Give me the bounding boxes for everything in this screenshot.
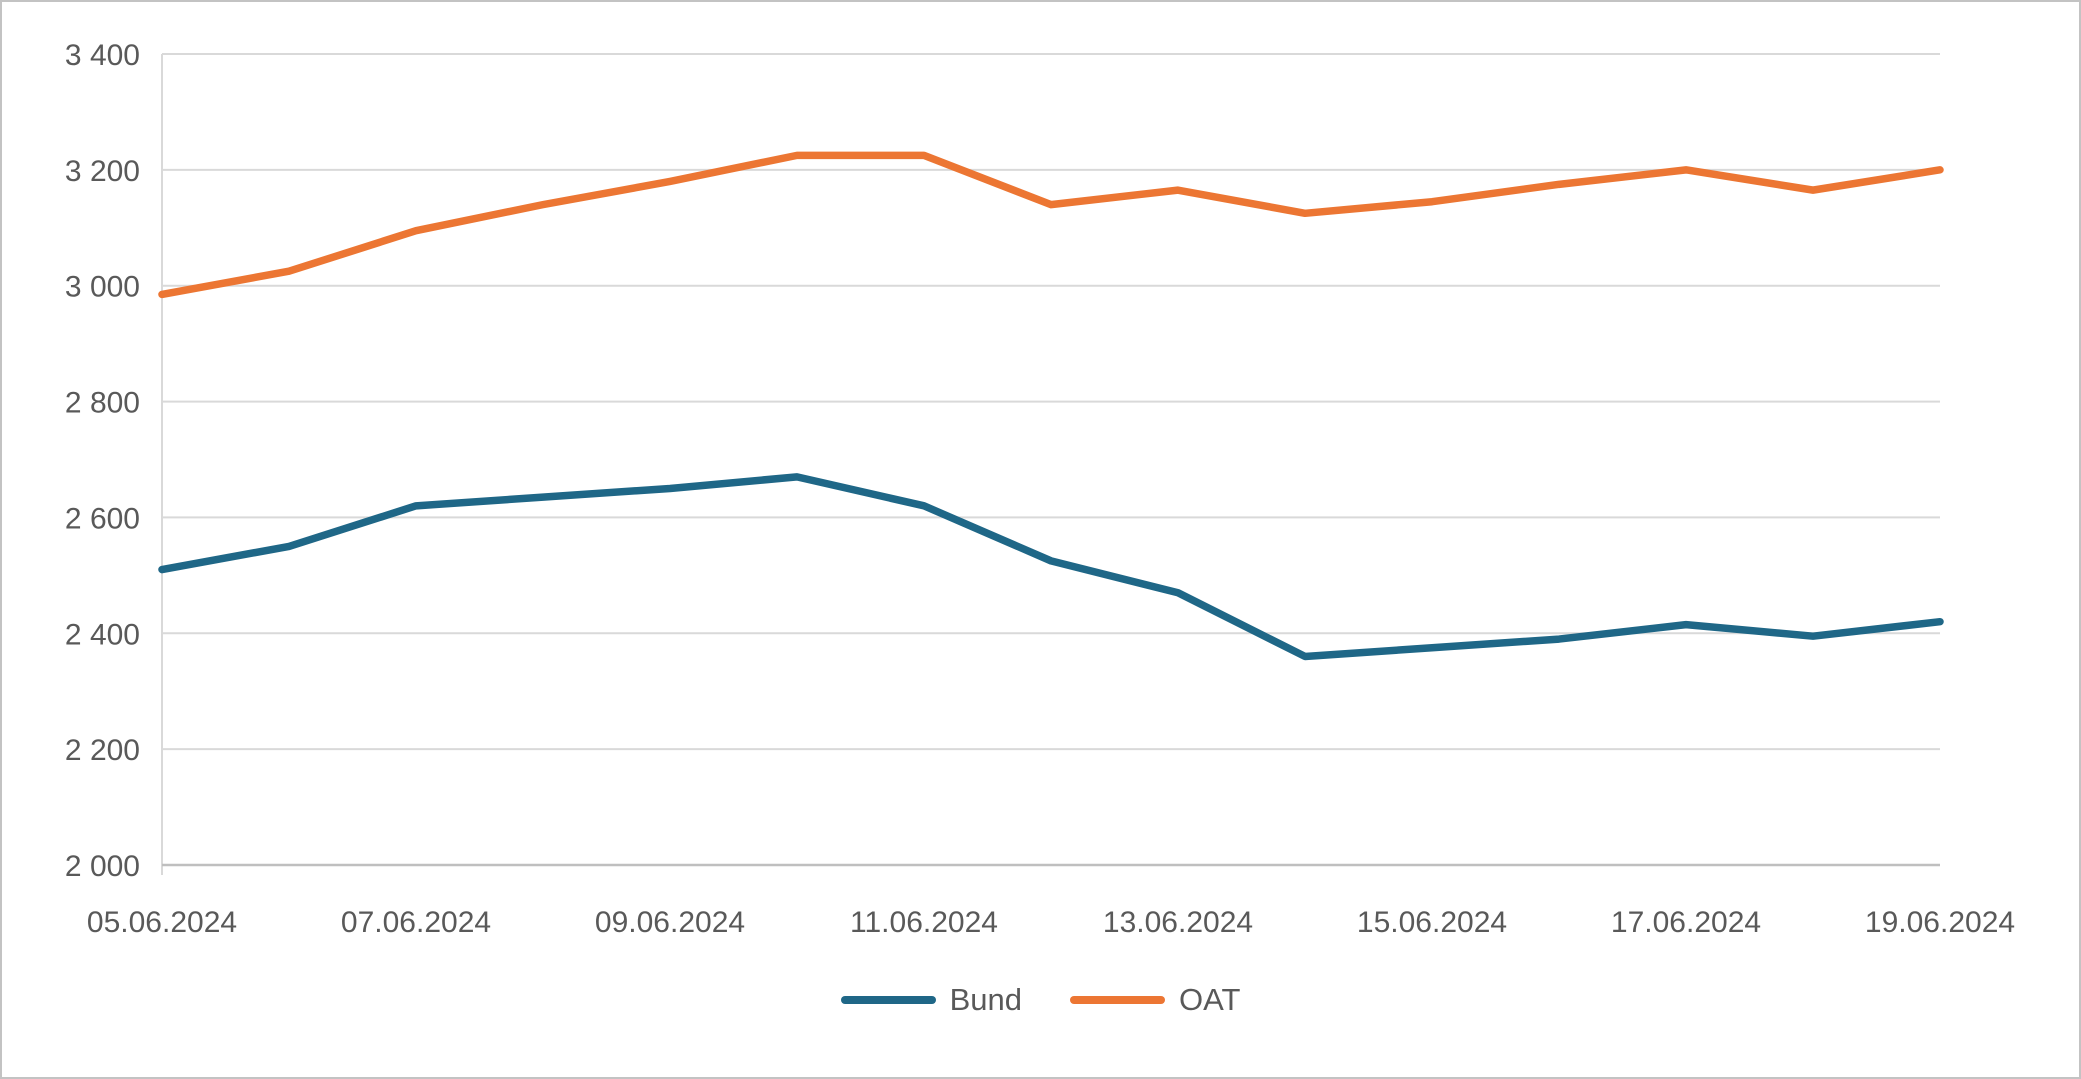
y-tick-label: 2 600 <box>65 502 140 535</box>
x-tick-label: 19.06.2024 <box>1865 906 2015 939</box>
legend-item-oat: OAT <box>1069 982 1241 1017</box>
chart-legend: Bund OAT <box>2 984 2079 1015</box>
y-tick-label: 2 400 <box>65 618 140 651</box>
y-tick-label: 2 000 <box>65 850 140 883</box>
series-line-bund <box>158 473 1944 661</box>
legend-line-swatch-bund <box>840 995 936 1004</box>
legend-line-swatch-oat <box>1069 995 1165 1004</box>
legend-item-bund: Bund <box>840 982 1022 1017</box>
y-tick-label: 3 200 <box>65 155 140 188</box>
x-tick-label: 07.06.2024 <box>341 906 491 939</box>
x-tick-label: 11.06.2024 <box>850 906 998 939</box>
series-line-oat <box>158 151 1944 299</box>
legend-label-bund: Bund <box>949 982 1022 1017</box>
x-tick-label: 05.06.2024 <box>87 906 237 939</box>
y-tick-label: 2 800 <box>65 387 140 420</box>
x-tick-label: 17.06.2024 <box>1611 906 1761 939</box>
x-tick-label: 15.06.2024 <box>1357 906 1507 939</box>
x-tick-label: 13.06.2024 <box>1103 906 1253 939</box>
x-tick-label: 09.06.2024 <box>595 906 745 939</box>
y-tick-label: 2 200 <box>65 734 140 767</box>
y-tick-label: 3 400 <box>65 39 140 72</box>
y-tick-label: 3 000 <box>65 271 140 304</box>
legend-label-oat: OAT <box>1178 982 1241 1017</box>
